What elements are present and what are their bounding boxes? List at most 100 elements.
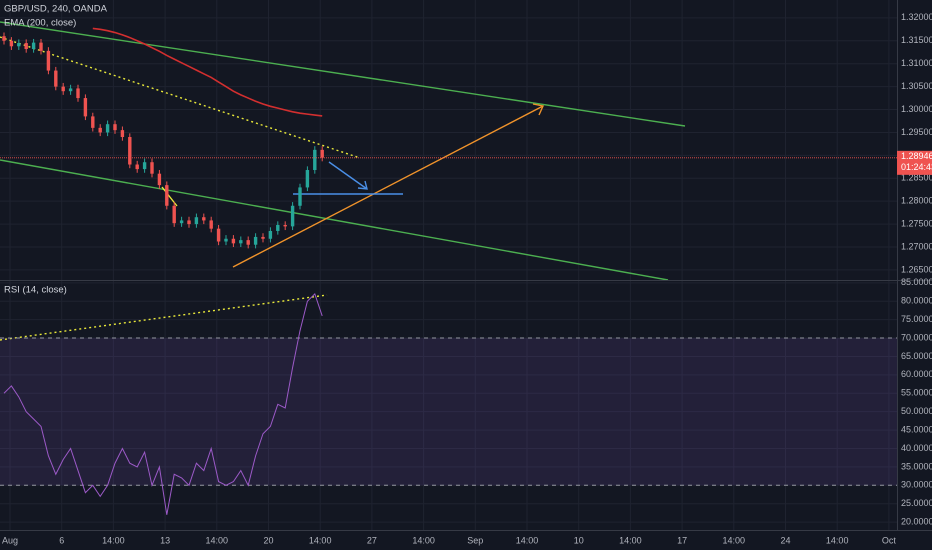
- y-tick-label: 75.0000: [901, 314, 932, 324]
- y-tick-label: 80.0000: [901, 296, 932, 306]
- candle-body: [187, 220, 191, 225]
- x-tick-label: Oct: [882, 535, 897, 545]
- candle-body: [120, 130, 125, 138]
- candle-body: [113, 124, 117, 131]
- x-tick-label: 27: [367, 535, 377, 545]
- candle-body: [320, 149, 324, 158]
- rsi-label: RSI (14, close): [4, 285, 67, 296]
- y-tick-label: 65.0000: [901, 351, 932, 361]
- indicator-label: EMA (200, close): [4, 18, 76, 29]
- y-tick-label: 1.32000: [901, 12, 932, 22]
- rsi-dotted-line: [0, 294, 328, 341]
- y-tick-label: 40.0000: [901, 443, 932, 453]
- candle-body: [91, 116, 95, 128]
- candle-body: [290, 205, 295, 227]
- x-tick-label: 14:00: [723, 535, 746, 545]
- y-tick-label: 45.0000: [901, 424, 932, 434]
- x-tick-label: 20: [263, 535, 273, 545]
- y-tick-label: 85.0000: [901, 277, 932, 287]
- y-tick-label: 1.26500: [901, 264, 932, 274]
- y-tick-label: 70.0000: [901, 332, 932, 342]
- candle-body: [24, 43, 28, 50]
- candle-body: [179, 220, 184, 224]
- x-tick-label: 13: [160, 535, 170, 545]
- marks: [0, 27, 897, 515]
- y-tick-label: 1.31500: [901, 35, 932, 45]
- price-tag: [897, 150, 932, 175]
- candle-body: [276, 225, 280, 231]
- candle-body: [31, 42, 36, 50]
- candle-body: [98, 127, 102, 133]
- candle-body: [283, 225, 287, 227]
- x-tick-label: 24: [780, 535, 790, 545]
- trend-line: [0, 21, 686, 127]
- x-tick-label: Sep: [467, 535, 483, 545]
- candle-body: [231, 238, 236, 244]
- y-tick-label: 1.27000: [901, 241, 932, 251]
- candle-body: [17, 43, 21, 47]
- y-tick-label: 1.29500: [901, 127, 932, 137]
- countdown: 01:24:43: [901, 162, 932, 172]
- y-tick-label: 50.0000: [901, 406, 932, 416]
- candle-body: [46, 50, 51, 71]
- x-tick-label: 14:00: [309, 535, 332, 545]
- candle-body: [2, 36, 6, 41]
- x-tick-label: 14:00: [826, 535, 849, 545]
- y-tick-label: 60.0000: [901, 369, 932, 379]
- candle-body: [76, 88, 80, 99]
- last-price-label: 1.28946: [901, 151, 932, 161]
- candle-body: [246, 240, 250, 245]
- y-tick-label: 1.27500: [901, 218, 932, 228]
- x-tick-label: 14:00: [206, 535, 229, 545]
- arrow-head: [532, 103, 544, 116]
- x-tick-label: 14:00: [619, 535, 642, 545]
- x-tick-label: 17: [677, 535, 687, 545]
- candle-body: [202, 217, 206, 221]
- x-tick-label: Aug: [2, 535, 18, 545]
- y-tick-label: 1.30500: [901, 81, 932, 91]
- grid: [0, 0, 897, 530]
- y-tick-label: 25.0000: [901, 498, 932, 508]
- y-tick-label: 20.0000: [901, 516, 932, 526]
- candle-body: [305, 170, 310, 188]
- x-tick-label: 14:00: [102, 535, 125, 545]
- drawings: [0, 21, 686, 341]
- candle-body: [313, 149, 317, 171]
- symbol-title: GBP/USD, 240, OANDA: [4, 4, 108, 15]
- candle-body: [142, 162, 147, 170]
- series-line: [3, 292, 323, 515]
- candle-body: [83, 98, 88, 117]
- candle-body: [261, 236, 265, 239]
- candle-body: [298, 187, 302, 206]
- candle-body: [68, 88, 73, 92]
- rsi-band: [0, 338, 897, 486]
- candle-body: [224, 238, 228, 242]
- x-tick-label: 6: [59, 535, 64, 545]
- candle-body: [209, 220, 213, 229]
- candle-body: [194, 217, 199, 225]
- y-tick-label: 30.0000: [901, 480, 932, 490]
- series-line: [92, 27, 323, 117]
- y-tick-label: 1.31000: [901, 58, 932, 68]
- candle-body: [165, 185, 169, 206]
- candle-body: [216, 228, 221, 242]
- x-tick-label: 14:00: [412, 535, 435, 545]
- candle-body: [105, 124, 110, 133]
- arrow-line: [328, 161, 368, 190]
- candle-body: [39, 42, 43, 51]
- dotted-trend-line: [0, 36, 361, 159]
- candle-body: [54, 70, 58, 87]
- candle-body: [157, 173, 162, 186]
- y-tick-label: 1.30000: [901, 104, 932, 114]
- candle-body: [150, 162, 154, 174]
- candle-body: [239, 240, 243, 244]
- candle-body: [268, 230, 273, 239]
- trend-line: [0, 159, 669, 281]
- y-tick-label: 1.28000: [901, 196, 932, 206]
- candle-body: [61, 86, 65, 92]
- candle-body: [135, 164, 139, 170]
- candle-body: [9, 40, 14, 47]
